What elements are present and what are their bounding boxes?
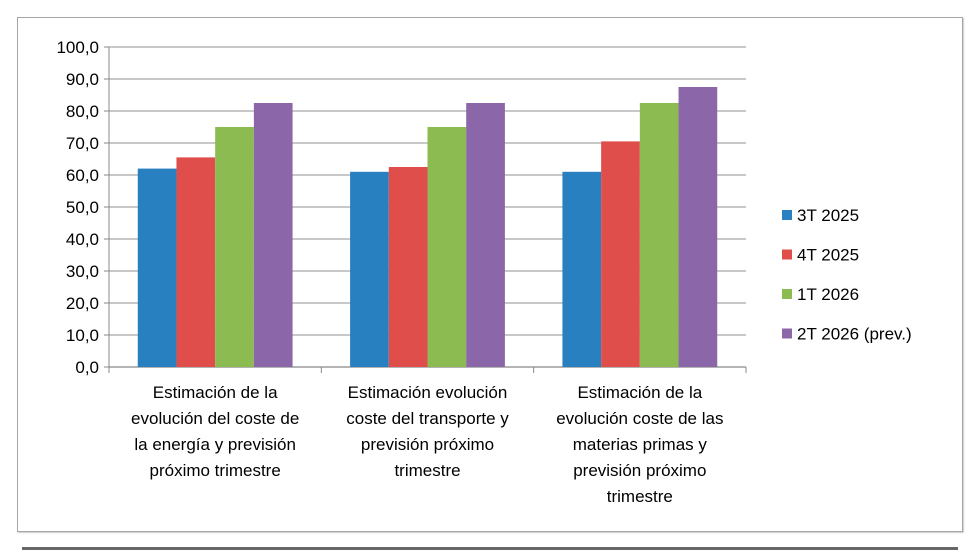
y-tick-label: 90,0 xyxy=(66,70,99,89)
x-category-label: evolución coste de las xyxy=(556,409,723,428)
bar-3t-2025-0 xyxy=(137,168,177,367)
bar-2t-2026-prev--2 xyxy=(678,87,718,367)
y-tick-label: 70,0 xyxy=(66,134,99,153)
bar-2t-2026-prev--1 xyxy=(466,103,505,367)
x-category-label: previsión próximo xyxy=(361,435,494,454)
legend-label: 4T 2025 xyxy=(797,246,859,265)
legend-label: 3T 2025 xyxy=(797,206,859,225)
x-category-label: Estimación de la xyxy=(153,383,278,402)
x-category-label: Estimación de la xyxy=(577,383,702,402)
y-tick-label: 40,0 xyxy=(66,230,99,249)
y-tick-label: 0,0 xyxy=(75,358,99,377)
x-category-label: evolución del coste de xyxy=(131,409,299,428)
x-category-label: previsión próximo xyxy=(573,461,706,480)
legend-swatch xyxy=(782,328,792,339)
bar-3t-2025-1 xyxy=(350,171,389,367)
y-tick-label: 20,0 xyxy=(66,294,99,313)
bottom-divider xyxy=(22,547,958,550)
bar-1t-2026-1 xyxy=(427,127,467,367)
x-category-label: próximo trimestre xyxy=(150,461,281,480)
y-tick-label: 50,0 xyxy=(66,198,99,217)
y-tick-label: 80,0 xyxy=(66,102,99,121)
bar-3t-2025-2 xyxy=(562,171,602,367)
legend-swatch xyxy=(782,289,792,299)
bar-4t-2025-2 xyxy=(601,141,640,367)
x-category-label: materias primas y xyxy=(573,435,708,454)
y-tick-label: 30,0 xyxy=(66,262,99,281)
x-category-label: trimestre xyxy=(394,461,460,480)
chart-frame xyxy=(17,17,963,532)
legend-label: 1T 2026 xyxy=(797,285,859,304)
y-tick-label: 10,0 xyxy=(66,326,99,345)
bar-4t-2025-0 xyxy=(176,157,216,367)
bar-1t-2026-2 xyxy=(639,103,679,367)
bar-2t-2026-prev--0 xyxy=(253,103,293,367)
x-category-label: Estimación evolución xyxy=(348,383,508,402)
legend-swatch xyxy=(782,210,792,220)
legend-swatch xyxy=(782,249,792,260)
bar-1t-2026-0 xyxy=(215,127,254,367)
x-category-label: la energía y previsión xyxy=(134,435,296,454)
y-tick-label: 100,0 xyxy=(56,38,99,57)
bar-4t-2025-1 xyxy=(388,167,428,367)
x-category-label: trimestre xyxy=(607,487,673,506)
legend-label: 2T 2026 (prev.) xyxy=(797,325,912,344)
x-category-label: coste del transporte y xyxy=(346,409,509,428)
y-tick-label: 60,0 xyxy=(66,166,99,185)
